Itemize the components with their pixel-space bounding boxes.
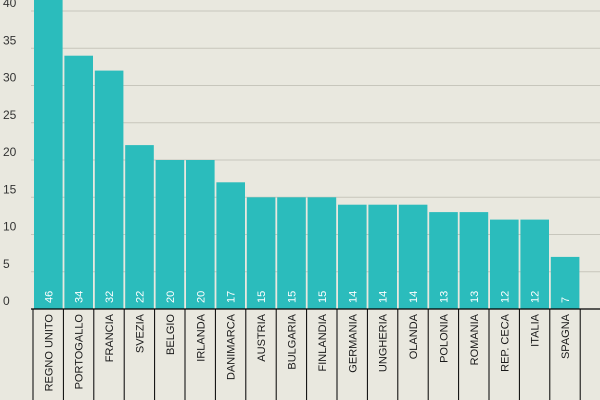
bar bbox=[155, 160, 185, 309]
bar bbox=[307, 197, 337, 310]
y-tick-label: 20 bbox=[3, 145, 17, 159]
category-label: REGNO UNITO bbox=[43, 314, 55, 392]
y-tick-label: 15 bbox=[3, 182, 17, 196]
category-label: SVEZIA bbox=[135, 313, 147, 353]
value-label: 46 bbox=[43, 291, 55, 303]
category-label: AUSTRIA bbox=[256, 313, 268, 361]
bar bbox=[338, 204, 367, 309]
value-label: 12 bbox=[530, 291, 542, 303]
x-axis bbox=[31, 308, 600, 400]
category-label: BELGIO bbox=[165, 314, 177, 355]
value-label: 15 bbox=[287, 291, 299, 303]
category-label: DANIMARCA bbox=[226, 313, 238, 380]
bar bbox=[368, 204, 397, 309]
y-tick-label: 5 bbox=[3, 257, 10, 271]
category-labels: REGNO UNITO PORTOGALLO FRANCIA SVEZIA BELGIO… bbox=[43, 313, 572, 391]
value-labels: 46 34 32 22 20 20 17 15 15 15 14 14 14 13 13 12 12 7 bbox=[43, 291, 572, 303]
category-label: SPAGNA bbox=[560, 313, 572, 359]
y-tick-label: 0 bbox=[3, 294, 10, 308]
value-label: 22 bbox=[135, 291, 147, 303]
value-label: 20 bbox=[165, 291, 177, 303]
y-tick-label: 30 bbox=[3, 71, 17, 85]
bars bbox=[34, 0, 580, 310]
y-tick-label: 35 bbox=[3, 33, 17, 47]
value-label: 14 bbox=[347, 291, 359, 303]
value-label: 14 bbox=[378, 291, 390, 303]
category-label: FRANCIA bbox=[104, 313, 116, 362]
y-axis-ticks: 0 5 10 15 20 25 30 35 40 bbox=[3, 0, 17, 308]
category-label: OLANDA bbox=[408, 313, 420, 359]
bar bbox=[64, 55, 93, 310]
value-label: 17 bbox=[226, 291, 238, 303]
value-label: 15 bbox=[256, 291, 268, 303]
bar bbox=[398, 204, 428, 309]
value-label: 32 bbox=[104, 291, 116, 303]
y-tick-label: 40 bbox=[3, 0, 17, 10]
value-label: 13 bbox=[469, 291, 481, 303]
value-label: 34 bbox=[74, 291, 86, 303]
bar bbox=[277, 197, 306, 310]
category-label: ITALIA bbox=[530, 313, 542, 346]
value-label: 15 bbox=[317, 291, 329, 303]
value-label: 12 bbox=[499, 291, 511, 303]
bar bbox=[429, 212, 458, 309]
category-label: GERMANIA bbox=[347, 313, 359, 372]
value-label: 14 bbox=[408, 291, 420, 303]
value-label: 7 bbox=[560, 297, 572, 303]
value-label: 13 bbox=[439, 291, 451, 303]
y-tick-label: 10 bbox=[3, 220, 17, 234]
category-label: IRLANDA bbox=[195, 313, 207, 361]
bar bbox=[459, 212, 489, 309]
category-label: UNGHERIA bbox=[378, 313, 390, 372]
bar bbox=[246, 197, 276, 310]
y-tick-label: 25 bbox=[3, 108, 17, 122]
bar bbox=[34, 0, 63, 310]
bar bbox=[94, 70, 124, 309]
category-label: POLONIA bbox=[439, 313, 451, 363]
category-label: REP. CECA bbox=[499, 313, 511, 372]
category-label: PORTOGALLO bbox=[74, 314, 86, 390]
category-label: FINLANDIA bbox=[317, 313, 329, 371]
bar bbox=[490, 219, 519, 309]
bar bbox=[186, 160, 215, 309]
bar bbox=[216, 182, 245, 309]
value-label: 20 bbox=[195, 291, 207, 303]
bar bbox=[125, 145, 154, 309]
bar bbox=[520, 219, 549, 309]
category-label: ROMANIA bbox=[469, 313, 481, 365]
bar bbox=[550, 256, 580, 309]
category-label: BULGARIA bbox=[287, 313, 299, 369]
